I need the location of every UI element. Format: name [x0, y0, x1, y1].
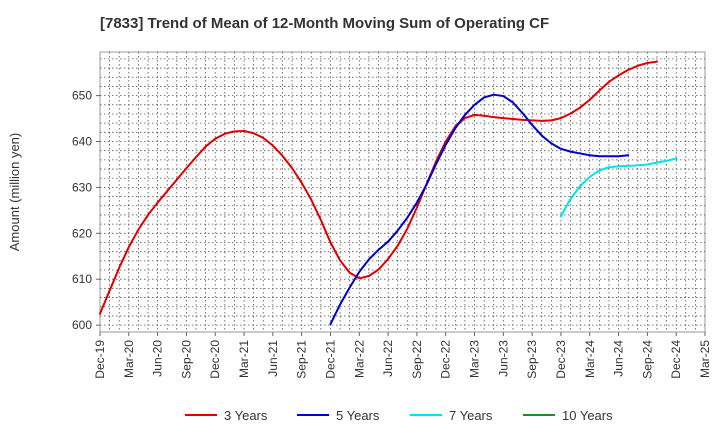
legend-label-5-years: 5 Years: [336, 408, 380, 423]
legend-label-3-years: 3 Years: [224, 408, 268, 423]
x-tick-label: Sep-22: [410, 340, 424, 379]
x-tick-label: Jun-21: [266, 340, 280, 377]
y-tick-label: 650: [72, 89, 92, 103]
x-tick-label: Jun-20: [151, 340, 165, 377]
x-tick-label: Dec-23: [554, 340, 568, 379]
plot-area: [99, 51, 706, 333]
x-tick-label: Jun-24: [612, 340, 626, 377]
y-tick-label: 620: [72, 226, 92, 240]
x-tick-label: Dec-22: [439, 340, 453, 379]
gridlines: [100, 52, 705, 332]
x-tick-label: Mar-23: [468, 340, 482, 378]
x-tick-label: Mar-24: [583, 340, 597, 378]
x-tick-label: Sep-21: [295, 340, 309, 379]
x-tick-label: Dec-24: [669, 340, 683, 379]
x-tick-label: Sep-20: [179, 340, 193, 379]
series-lines: [99, 60, 678, 326]
legend-label-10-years: 10 Years: [562, 408, 613, 423]
x-tick-label: Dec-21: [323, 340, 337, 379]
y-axis-label: Amount (million yen): [7, 133, 22, 252]
x-tick-label: Mar-22: [352, 340, 366, 378]
x-tick-label: Jun-22: [381, 340, 395, 377]
x-tick-label: Mar-20: [122, 340, 136, 378]
y-tick-label: 610: [72, 272, 92, 286]
x-tick-label: Dec-19: [93, 340, 107, 379]
chart-title: [7833] Trend of Mean of 12-Month Moving …: [100, 15, 549, 32]
x-tick-label: Dec-20: [208, 340, 222, 379]
x-tick-label: Mar-25: [698, 340, 712, 378]
legend-label-7-years: 7 Years: [449, 408, 493, 423]
legend: 3 Years 5 Years 7 Years 10 Years: [185, 408, 613, 423]
x-tick-label: Mar-21: [237, 340, 251, 378]
y-tick-label: 600: [72, 318, 92, 332]
x-tick-label: Sep-23: [525, 340, 539, 379]
y-axis-ticks: 600 610 620 630 640 650: [72, 89, 100, 332]
series-line-7-years: [559, 157, 678, 218]
series-line-5-years: [329, 93, 630, 326]
x-axis-ticks: Dec-19 Mar-20 Jun-20 Sep-20 Dec-20 Mar-21 Jun-…: [93, 332, 712, 379]
series-line-3-years: [99, 60, 658, 315]
x-tick-label: Sep-24: [640, 340, 654, 379]
x-tick-label: Jun-23: [496, 340, 510, 377]
y-tick-label: 630: [72, 180, 92, 194]
y-tick-label: 640: [72, 135, 92, 149]
